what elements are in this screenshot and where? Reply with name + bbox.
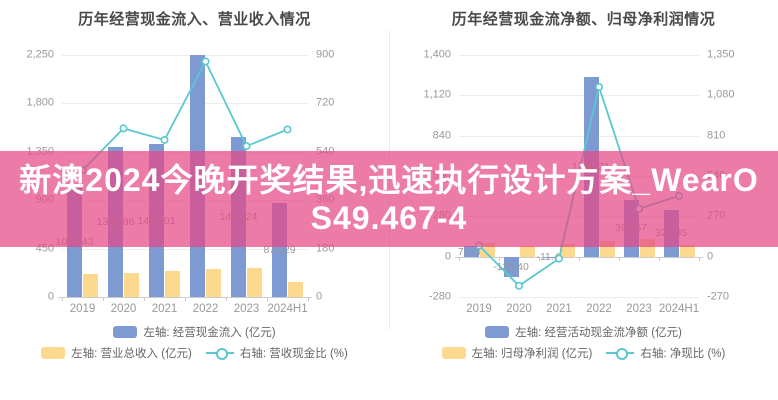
legend-row: 左轴: 经营活动现金流净额 (亿元): [485, 324, 682, 340]
bar-secondary: [83, 273, 98, 297]
x-axis-tickmark: [308, 297, 309, 301]
legend-line-marker: [205, 347, 234, 360]
line-marker: [515, 281, 524, 290]
ad-banner-overlay: 新澳2024今晚开奖结果,迅速执行设计方案_WearO S49.467-4: [0, 151, 778, 247]
legend-line-ring: [215, 348, 228, 360]
x-axis-tickmark: [659, 256, 660, 261]
x-axis-label: 2021: [151, 303, 178, 315]
x-axis-label: 2022: [586, 303, 612, 315]
x-axis-tickmark: [459, 256, 460, 261]
x-axis-label: 2019: [466, 303, 492, 315]
y-axis-tick-left: 0: [444, 250, 451, 263]
y-axis-tick-left: 450: [35, 242, 54, 255]
bar-secondary: [165, 270, 180, 297]
bar-secondary: [206, 269, 221, 297]
x-axis-tickmark: [699, 256, 700, 261]
chart-legend: 左轴: 经营活动现金流净额 (亿元) 左轴: 归母净利润 (亿元) 右轴: 净现比 …: [389, 324, 778, 361]
legend-swatch: [485, 326, 510, 338]
bar-secondary: [288, 281, 303, 297]
x-axis-label: 2019: [69, 303, 96, 315]
y-axis-tick-right: 0: [316, 290, 323, 303]
x-axis-label: 2021: [546, 303, 572, 315]
y-axis-tick-right: 180: [316, 242, 335, 255]
y-axis-tick-right: 900: [316, 48, 335, 61]
legend-item-bar: 左轴: 归母净利润 (亿元): [441, 345, 593, 361]
legend-swatch: [113, 326, 138, 338]
x-axis-tickmark: [185, 297, 186, 301]
legend-label: 左轴: 归母净利润 (亿元): [471, 348, 593, 360]
x-axis-tickmark: [226, 297, 227, 301]
chart-title: 历年经营现金流净额、归母净利润情况: [451, 11, 716, 28]
y-axis-tick-right: 1,080: [707, 88, 735, 101]
gridline: [459, 135, 699, 137]
bar-value-label: -138.40: [493, 260, 529, 273]
x-axis-tickmark: [103, 297, 104, 301]
y-axis-tick-left: 2,250: [26, 48, 54, 61]
legend-item-bar: 左轴: 营业总收入 (亿元): [41, 345, 192, 361]
gridline: [62, 103, 308, 105]
y-axis-tick-left: -280: [428, 290, 451, 303]
x-axis-tickmark: [619, 256, 620, 261]
gridline: [62, 55, 308, 56]
gridline: [459, 55, 699, 56]
y-axis-tick-left: 0: [47, 290, 54, 303]
line-marker: [283, 125, 292, 134]
legend-row: 左轴: 营业总收入 (亿元) 右轴: 营收现金比 (%): [41, 345, 348, 361]
y-axis-tick-right: 720: [316, 96, 335, 109]
legend-label: 左轴: 经营现金流入 (亿元): [143, 327, 276, 339]
y-axis-tick-right: 810: [707, 129, 726, 142]
x-axis-tickmark: [144, 297, 145, 301]
legend-row: 左轴: 归母净利润 (亿元) 右轴: 净现比 (%): [441, 345, 725, 361]
bar-secondary: [124, 273, 139, 297]
x-axis-label: 2024H1: [658, 303, 700, 315]
x-axis-tickmark: [267, 297, 268, 301]
legend-item-bar: 左轴: 经营活动现金流净额 (亿元): [485, 324, 682, 340]
x-axis-tickmark: [62, 297, 63, 301]
chart-title: 历年经营现金流入、营业收入情况: [78, 11, 311, 28]
line-marker: [160, 135, 169, 144]
y-axis-tick-left: 1,120: [423, 88, 451, 101]
legend-line-marker: [606, 347, 635, 360]
x-axis-label: 2024H1: [267, 303, 308, 315]
bar-secondary: [247, 268, 262, 297]
legend-line-ring: [616, 348, 629, 360]
legend-swatch: [41, 347, 66, 359]
x-axis-label: 2023: [233, 303, 260, 315]
ad-banner-text-line1: 新澳2024今晚开奖结果,迅速执行设计方案_WearO: [19, 162, 759, 198]
x-axis-label: 2020: [110, 303, 137, 315]
y-axis-tick-left: 840: [432, 129, 451, 142]
y-axis-tick-right: 0: [707, 250, 714, 263]
legend-item-line: 右轴: 净现比 (%): [606, 345, 725, 361]
legend-label: 右轴: 营收现金比 (%): [239, 348, 348, 360]
gridline: [459, 297, 699, 298]
x-axis-label: 2023: [626, 303, 652, 315]
legend-label: 左轴: 经营活动现金流净额 (亿元): [515, 327, 682, 339]
x-axis-label: 2022: [192, 303, 219, 315]
legend-item-bar: 左轴: 经营现金流入 (亿元): [113, 324, 276, 340]
ad-banner-text-line2: S49.467-4: [310, 200, 468, 236]
legend-row: 左轴: 经营现金流入 (亿元): [113, 324, 276, 340]
bar-secondary: [519, 246, 535, 257]
legend-item-line: 右轴: 营收现金比 (%): [205, 345, 348, 361]
bar-value-label: 872.29: [263, 244, 296, 257]
legend-label: 左轴: 营业总收入 (亿元): [71, 348, 192, 360]
y-axis-tick-right: -270: [707, 290, 730, 303]
x-axis-label: 2020: [506, 303, 532, 315]
legend-swatch: [441, 347, 466, 359]
y-axis-tick-left: 1,800: [26, 96, 54, 109]
gridline: [62, 248, 308, 250]
y-axis-tick-left: 1,400: [423, 48, 451, 61]
bar-secondary: [679, 245, 695, 257]
legend-label: 右轴: 净现比 (%): [640, 348, 726, 360]
gridline: [459, 95, 699, 97]
line-marker: [119, 124, 128, 133]
chart-legend: 左轴: 经营现金流入 (亿元) 左轴: 营业总收入 (亿元) 右轴: 营收现金比 (…: [0, 324, 389, 361]
x-axis-tickmark: [579, 256, 580, 261]
bar-primary: [463, 246, 479, 257]
y-axis-tick-right: 1,350: [707, 48, 735, 61]
